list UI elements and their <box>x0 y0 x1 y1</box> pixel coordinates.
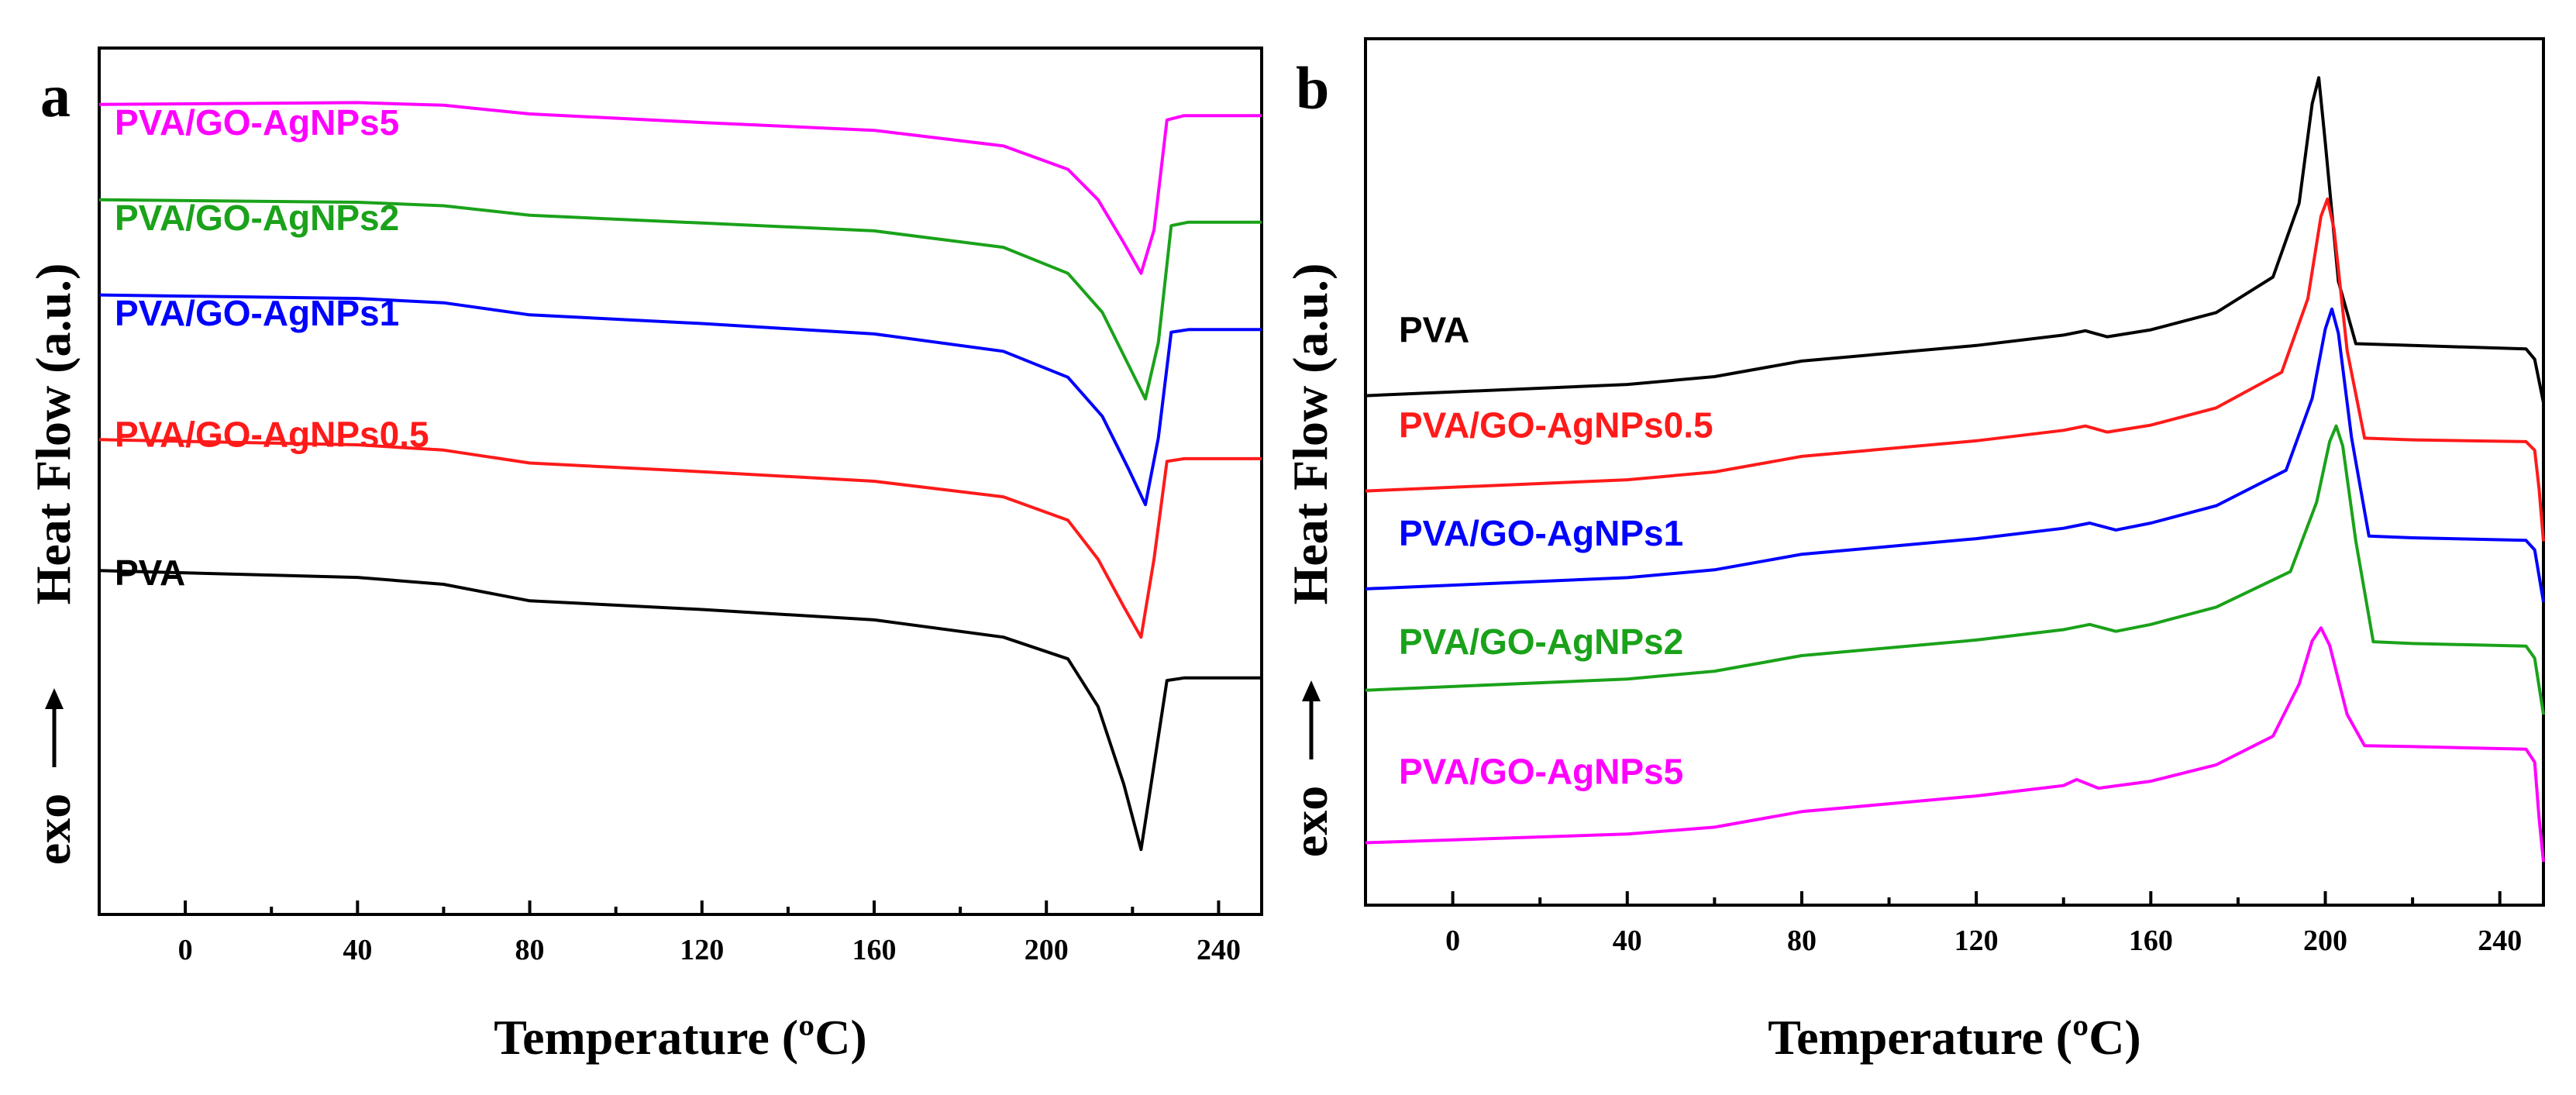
x-tick-label: 160 <box>852 934 897 966</box>
panel-a: 0 40 80 120 160 200 240 PVA/GO-AgNPs5 PVA/GO-AgN… <box>26 46 1263 1065</box>
x-axis-title: Temperature (ºC) <box>494 1010 866 1065</box>
series-label: PVA/GO-AgNPs2 <box>115 198 399 238</box>
x-tick-label: 80 <box>1787 925 1817 957</box>
x-axis-title: Temperature (ºC) <box>1768 1010 2140 1065</box>
x-tick-label: 200 <box>1025 934 1069 966</box>
series-label: PVA/GO-AgNPs1 <box>1399 513 1683 553</box>
series-line-pva-go-agnps2 <box>98 198 1262 401</box>
series-line-pva-go-agnps5 <box>98 101 1262 275</box>
series-label: PVA <box>115 553 185 593</box>
x-tick-label: 240 <box>2478 925 2522 957</box>
x-tick-label: 0 <box>1445 925 1460 957</box>
panel-letter: b <box>1296 54 1329 122</box>
series-label: PVA/GO-AgNPs5 <box>115 102 399 143</box>
panel-b: 0 40 80 120 160 200 240 PVA PVA/GO-AgNPs0.5 PVA/G… <box>1283 37 2545 1065</box>
x-tick-label: 40 <box>343 934 372 966</box>
series-line-pva-go-agnps2 <box>1365 424 2545 715</box>
series-label: PVA/GO-AgNPs5 <box>1399 751 1683 791</box>
x-tick-label: 240 <box>1197 934 1241 966</box>
y-axis-title: Heat Flow (a.u.) <box>26 263 81 605</box>
x-tick-label: 40 <box>1613 925 1642 957</box>
series-label: PVA/GO-AgNPs1 <box>115 293 399 333</box>
series-label: PVA/GO-AgNPs0.5 <box>115 414 429 454</box>
x-tick-label: 0 <box>178 934 193 966</box>
series-label: PVA <box>1399 309 1469 350</box>
series-label: PVA/GO-AgNPs2 <box>1399 622 1683 662</box>
x-tick-label: 200 <box>2303 925 2347 957</box>
series-line-pva-go-agnps1 <box>1365 307 2545 603</box>
x-tick-label: 80 <box>515 934 545 966</box>
y-axis-title: Heat Flow (a.u.) <box>1283 263 1338 605</box>
plot-frame <box>98 46 1263 916</box>
series-line-pva-go-agnps5 <box>1365 626 2545 863</box>
series-line-pva-go-agnps1 <box>98 293 1262 507</box>
x-tick-label: 160 <box>2129 925 2173 957</box>
exo-arrow-icon <box>1302 680 1321 701</box>
x-tick-label: 120 <box>680 934 724 966</box>
plot-frame <box>1364 37 2545 907</box>
series-line-pva <box>98 569 1262 852</box>
series-line-pva <box>1365 76 2545 403</box>
exo-label: exo <box>26 794 81 865</box>
exo-label: exo <box>1283 786 1338 857</box>
panel-letter: a <box>40 62 71 129</box>
series-line-pva-go-agnps0-5 <box>98 438 1262 639</box>
x-tick-label: 120 <box>1954 925 1999 957</box>
series-line-pva-go-agnps0-5 <box>1365 197 2545 542</box>
exo-arrow-icon <box>45 688 64 709</box>
series-label: PVA/GO-AgNPs0.5 <box>1399 405 1713 445</box>
